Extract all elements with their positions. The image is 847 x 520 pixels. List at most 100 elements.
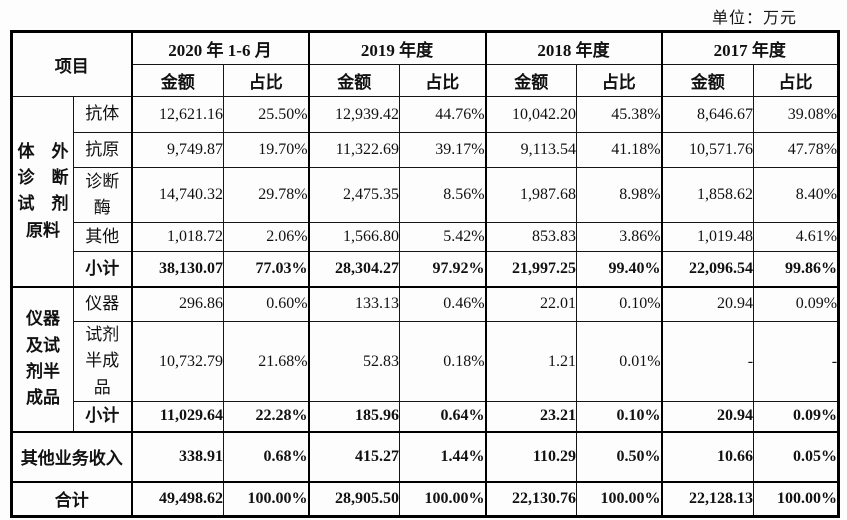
ratio-cell: 19.70% [222,132,310,168]
amount-cell: 22,130.76 [484,480,578,518]
row-label: 诊断 酶 [73,167,132,223]
amount-cell: 185.96 [307,401,401,433]
ratio-cell: 39.17% [399,132,487,168]
ratio-cell: 25.50% [222,96,310,133]
ratio-cell: 45.38% [576,96,663,133]
amount-cell: 1,566.80 [307,222,401,252]
amount-header-cell: 金额 [484,64,578,97]
amount-cell: 23.21 [484,401,578,433]
amount-cell: 133.13 [307,285,401,322]
amount-cell: 28,304.27 [307,251,401,287]
amount-cell: 10,732.79 [130,320,224,403]
ratio-cell: 97.92% [399,251,487,287]
table-row: 其他 1,018.72 2.06% 1,566.80 5.42% 853.83 3.86% 1… [12,222,840,252]
row-label: 仪器 [73,285,132,322]
amount-cell: 1,019.48 [660,222,755,252]
ratio-cell: 0.18% [399,320,487,403]
row-label: 其他 [73,222,132,252]
ratio-cell: 8.40% [753,167,840,223]
table-row: 体 外 诊 断 试 剂 原料 抗体 12,621.16 25.50% 12,939.42… [11,96,840,287]
amount-cell: 11,322.69 [307,132,401,168]
total-label: 合计 [11,480,132,518]
year-header-cell: 2017 年度 [660,31,840,65]
year-header-cell: 2020 年 1-6 月 [130,31,310,65]
ratio-cell: 39.08% [753,96,840,133]
ratio-cell: 100.00% [399,480,487,518]
table-header: 项目 2020 年 1-6 月 2019 年度 2018 年度 2017 年度 金额 占比金… [11,31,840,97]
amount-cell: 110.29 [484,430,578,483]
header-row-years: 项目 2020 年 1-6 月 2019 年度 2018 年度 2017 年度 [11,31,840,97]
ratio-cell: 100.00% [753,480,840,518]
ratio-cell: - [753,320,840,403]
amount-cell: 20.94 [660,401,755,433]
amount-cell: 1,987.68 [484,167,578,223]
amount-cell: 38,130.07 [130,251,224,287]
ratio-cell: 0.46% [399,285,487,322]
ratio-header-cell: 占比 [222,64,310,97]
amount-cell: 10.66 [660,430,755,483]
ratio-header-cell: 占比 [753,64,840,97]
ratio-cell: 99.86% [753,251,840,287]
table-row: 小计 38,130.07 77.03% 28,304.27 97.92% 21,997.2… [12,251,840,287]
ratio-cell: 77.03% [222,251,310,287]
amount-cell: 1.21 [484,320,578,403]
ratio-cell: 0.68% [222,430,310,483]
group-label: 仪器 及试 剂半 成品 [11,285,74,433]
group-label: 体 外 诊 断 试 剂 原料 [11,96,74,287]
amount-cell: 2,475.35 [307,167,401,223]
ratio-cell: 5.42% [399,222,487,252]
amount-cell: 14,740.32 [130,167,224,223]
ratio-cell: 4.61% [753,222,840,252]
amount-cell: 12,939.42 [307,96,401,133]
ratio-cell: 29.78% [222,167,310,223]
year-header-cell: 2018 年度 [484,31,663,65]
amount-cell: 8,646.67 [660,96,755,133]
ratio-cell: 100.00% [222,480,310,518]
amount-cell: 296.86 [130,285,224,322]
ratio-cell: 0.64% [399,401,487,433]
ratio-cell: 2.06% [222,222,310,252]
amount-cell: 21,997.25 [484,251,578,287]
ratio-header-cell: 占比 [576,64,663,97]
amount-cell: 1,858.62 [660,167,755,223]
revenue-breakdown-table: 项目 2020 年 1-6 月 2019 年度 2018 年度 2017 年度 金额 占比金… [10,30,841,519]
amount-cell: 415.27 [307,430,401,483]
ratio-cell: 0.05% [753,430,840,483]
row-label: 抗原 [73,132,132,168]
table-body: 体 外 诊 断 试 剂 原料 抗体 12,621.16 25.50% 12,939.42… [11,96,840,518]
amount-cell: 11,029.64 [130,401,224,433]
ratio-cell: 100.00% [576,480,663,518]
amount-cell: 12,621.16 [130,96,224,133]
table-row: 试剂 半成 品 10,732.79 21.68% 52.83 0.18% 1.21 0.01… [12,320,840,403]
year-header-cell: 2019 年度 [307,31,487,65]
row-label: 试剂 半成 品 [73,320,132,403]
amount-cell: 853.83 [484,222,578,252]
table-row: 抗原 9,749.87 19.70% 11,322.69 39.17% 9,113.54 4… [12,132,840,168]
amount-cell: 28,905.50 [307,480,401,518]
amount-cell: 9,113.54 [484,132,578,168]
row-label: 小计 [73,401,132,433]
amount-cell: 1,018.72 [130,222,224,252]
amount-cell: 338.91 [130,430,224,483]
ratio-cell: 0.10% [576,401,663,433]
header-row-subcols: 金额 占比 金额 占比 金额 占比 金额 占比 [12,64,840,97]
row-label: 小计 [73,251,132,287]
amount-cell: 22,096.54 [660,251,755,287]
amount-header-cell: 金额 [307,64,401,97]
ratio-cell: 0.10% [576,285,663,322]
amount-cell: 9,749.87 [130,132,224,168]
amount-cell: 20.94 [660,285,755,322]
amount-cell: - [660,320,755,403]
unit-label: 单位：万元 [711,10,797,27]
ratio-cell: 47.78% [753,132,840,168]
summary-row: 合计 49,498.62 100.00% 28,905.50 100.00% 22,130… [11,480,840,518]
amount-cell: 22.01 [484,285,578,322]
ratio-cell: 1.44% [399,430,487,483]
amount-header-cell: 金额 [660,64,755,97]
amount-cell: 10,042.20 [484,96,578,133]
ratio-cell: 22.28% [222,401,310,433]
amount-cell: 10,571.76 [660,132,755,168]
amount-header-cell: 金额 [130,64,224,97]
ratio-cell: 0.01% [576,320,663,403]
